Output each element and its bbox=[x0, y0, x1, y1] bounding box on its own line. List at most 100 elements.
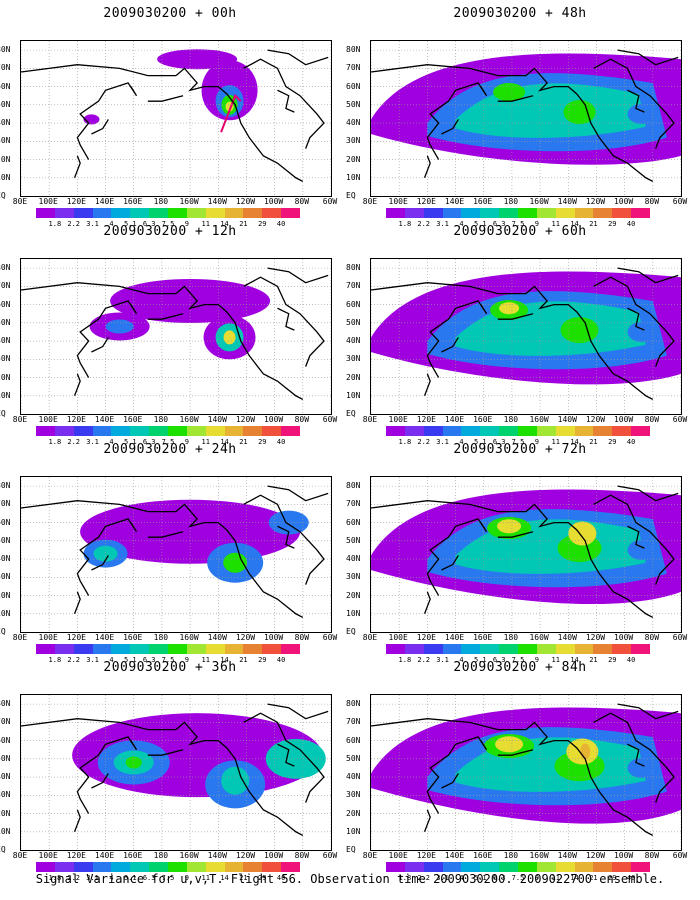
longitude-label: 100E bbox=[388, 851, 408, 860]
colorbar-swatch bbox=[243, 644, 263, 654]
latitude-label: 30N bbox=[0, 136, 11, 146]
colorbar-swatch bbox=[612, 862, 632, 872]
latitude-label: 40N bbox=[0, 118, 11, 128]
colorbar-swatch bbox=[168, 644, 187, 654]
latitude-label: 20N bbox=[346, 590, 361, 600]
latitude-label: 60N bbox=[0, 735, 11, 745]
colorbar-label: 11 bbox=[201, 656, 210, 664]
latitude-label: 80N bbox=[346, 699, 361, 709]
colorbar-swatch bbox=[262, 644, 282, 654]
colorbar-labels: 1.8 2.2 3.1 4 5.1 6.3 7.5 9 11 14 21 29 40 bbox=[386, 220, 650, 228]
colorbar-label: 2.2 bbox=[417, 438, 431, 446]
coastline bbox=[73, 591, 81, 614]
coastline bbox=[441, 337, 459, 353]
colorbar-swatch bbox=[92, 862, 112, 872]
coastline bbox=[371, 282, 526, 295]
colorbar-label: 6.3 bbox=[492, 220, 506, 228]
colorbar-label: 3.1 bbox=[86, 656, 99, 664]
variance-contour bbox=[125, 756, 142, 769]
colorbar-label: 5.1 bbox=[123, 874, 137, 882]
latitude-label: 60N bbox=[346, 517, 361, 527]
latitude-label: 80N bbox=[0, 263, 11, 273]
map-panel: 2009030200 + 72h 80N 70N 60N 50N 40N 30N 20N 10N… bbox=[346, 436, 690, 664]
longitude-label: 100E bbox=[38, 197, 58, 206]
colorbar-swatch bbox=[92, 426, 112, 436]
colorbar-label: 4 bbox=[109, 874, 114, 882]
figure-caption: Signal Variance for u,v,T. Flight 56. Ob… bbox=[35, 872, 665, 886]
colorbar-label: 21 bbox=[239, 220, 248, 228]
colorbar-label: 21 bbox=[589, 874, 598, 882]
longitude-label: 160W bbox=[529, 197, 549, 206]
map-panel: 2009030200 + 00h 80N 70N 60N 50N 40N 30N 20N 10N… bbox=[0, 0, 340, 228]
coastline bbox=[423, 809, 431, 832]
coastline bbox=[243, 58, 325, 149]
colorbar-swatch bbox=[555, 208, 575, 218]
colorbar-label: 3.1 bbox=[86, 438, 99, 446]
longitude-label: 180 bbox=[153, 851, 169, 860]
colorbar-swatch bbox=[281, 862, 301, 872]
latitude-label: 70N bbox=[346, 281, 361, 291]
longitude-label: 80W bbox=[644, 197, 660, 206]
colorbar-swatch bbox=[480, 644, 500, 654]
colorbar-swatch bbox=[480, 426, 500, 436]
map-svg bbox=[371, 259, 681, 414]
colorbar-swatch bbox=[499, 644, 519, 654]
colorbar-label: 40 bbox=[276, 220, 286, 228]
longitude-label: 100E bbox=[388, 633, 408, 642]
coastline bbox=[426, 300, 488, 378]
colorbar-labels: 1.8 2.2 3.1 4 5.1 6.3 7.5 9 11 14 21 29 40 bbox=[386, 438, 650, 446]
colorbar-swatch bbox=[518, 862, 537, 872]
colorbar-label: 1.8 bbox=[398, 656, 412, 664]
colorbar bbox=[386, 426, 651, 436]
colorbar-label: 21 bbox=[589, 438, 598, 446]
coastline bbox=[617, 49, 679, 66]
variance-contour bbox=[627, 103, 656, 124]
colorbar-swatch bbox=[423, 426, 443, 436]
colorbar-label: 14 bbox=[220, 438, 229, 446]
coastline bbox=[525, 503, 654, 618]
colorbar-label: 6.3 bbox=[142, 438, 156, 446]
colorbar-label: 3.1 bbox=[86, 220, 99, 228]
colorbar-swatch bbox=[574, 862, 594, 872]
coastline bbox=[91, 337, 109, 353]
colorbar-label: 11 bbox=[551, 656, 560, 664]
colorbar-label: 2.2 bbox=[67, 656, 81, 664]
variance-contour bbox=[563, 100, 596, 125]
colorbar-label: 5.1 bbox=[473, 438, 487, 446]
coastline bbox=[371, 718, 526, 731]
colorbar-swatch bbox=[224, 208, 244, 218]
longitude-label: 160E bbox=[473, 851, 493, 860]
coastline bbox=[593, 494, 675, 585]
latitude-label: 80N bbox=[0, 699, 11, 709]
colorbar-label: 4 bbox=[459, 438, 464, 446]
longitude-label: 120W bbox=[235, 415, 256, 424]
longitude-label: 100E bbox=[38, 851, 58, 860]
variance-contour bbox=[157, 49, 238, 70]
colorbar-label: 21 bbox=[589, 656, 598, 664]
coastline bbox=[243, 276, 325, 367]
colorbar-swatch bbox=[631, 862, 651, 872]
colorbar-swatch bbox=[480, 208, 500, 218]
colorbar-swatch bbox=[130, 644, 150, 654]
colorbar-label: 21 bbox=[589, 220, 598, 228]
colorbar-swatch bbox=[461, 862, 481, 872]
latitude-label: EQ bbox=[0, 627, 6, 636]
latitude-label: 60N bbox=[0, 299, 11, 309]
latitude-label: 30N bbox=[346, 572, 361, 582]
colorbar-label: 40 bbox=[626, 874, 636, 882]
coastline bbox=[76, 518, 138, 596]
colorbar-label: 11 bbox=[201, 874, 210, 882]
longitude-label: 120W bbox=[585, 197, 606, 206]
colorbar-label: 40 bbox=[276, 438, 286, 446]
latitude-label: EQ bbox=[346, 845, 356, 854]
coastline bbox=[497, 749, 534, 756]
colorbar-label: 5.1 bbox=[123, 438, 137, 446]
longitude-label: 180 bbox=[153, 415, 169, 424]
latitude-label: 80N bbox=[0, 481, 11, 491]
coastline bbox=[277, 307, 295, 331]
longitude-label: 140W bbox=[557, 851, 577, 860]
colorbar-label: 1.8 bbox=[398, 874, 412, 882]
colorbar-swatch bbox=[130, 426, 150, 436]
latitude-label: 30N bbox=[0, 572, 11, 582]
longitude-label: 140E bbox=[444, 633, 465, 642]
